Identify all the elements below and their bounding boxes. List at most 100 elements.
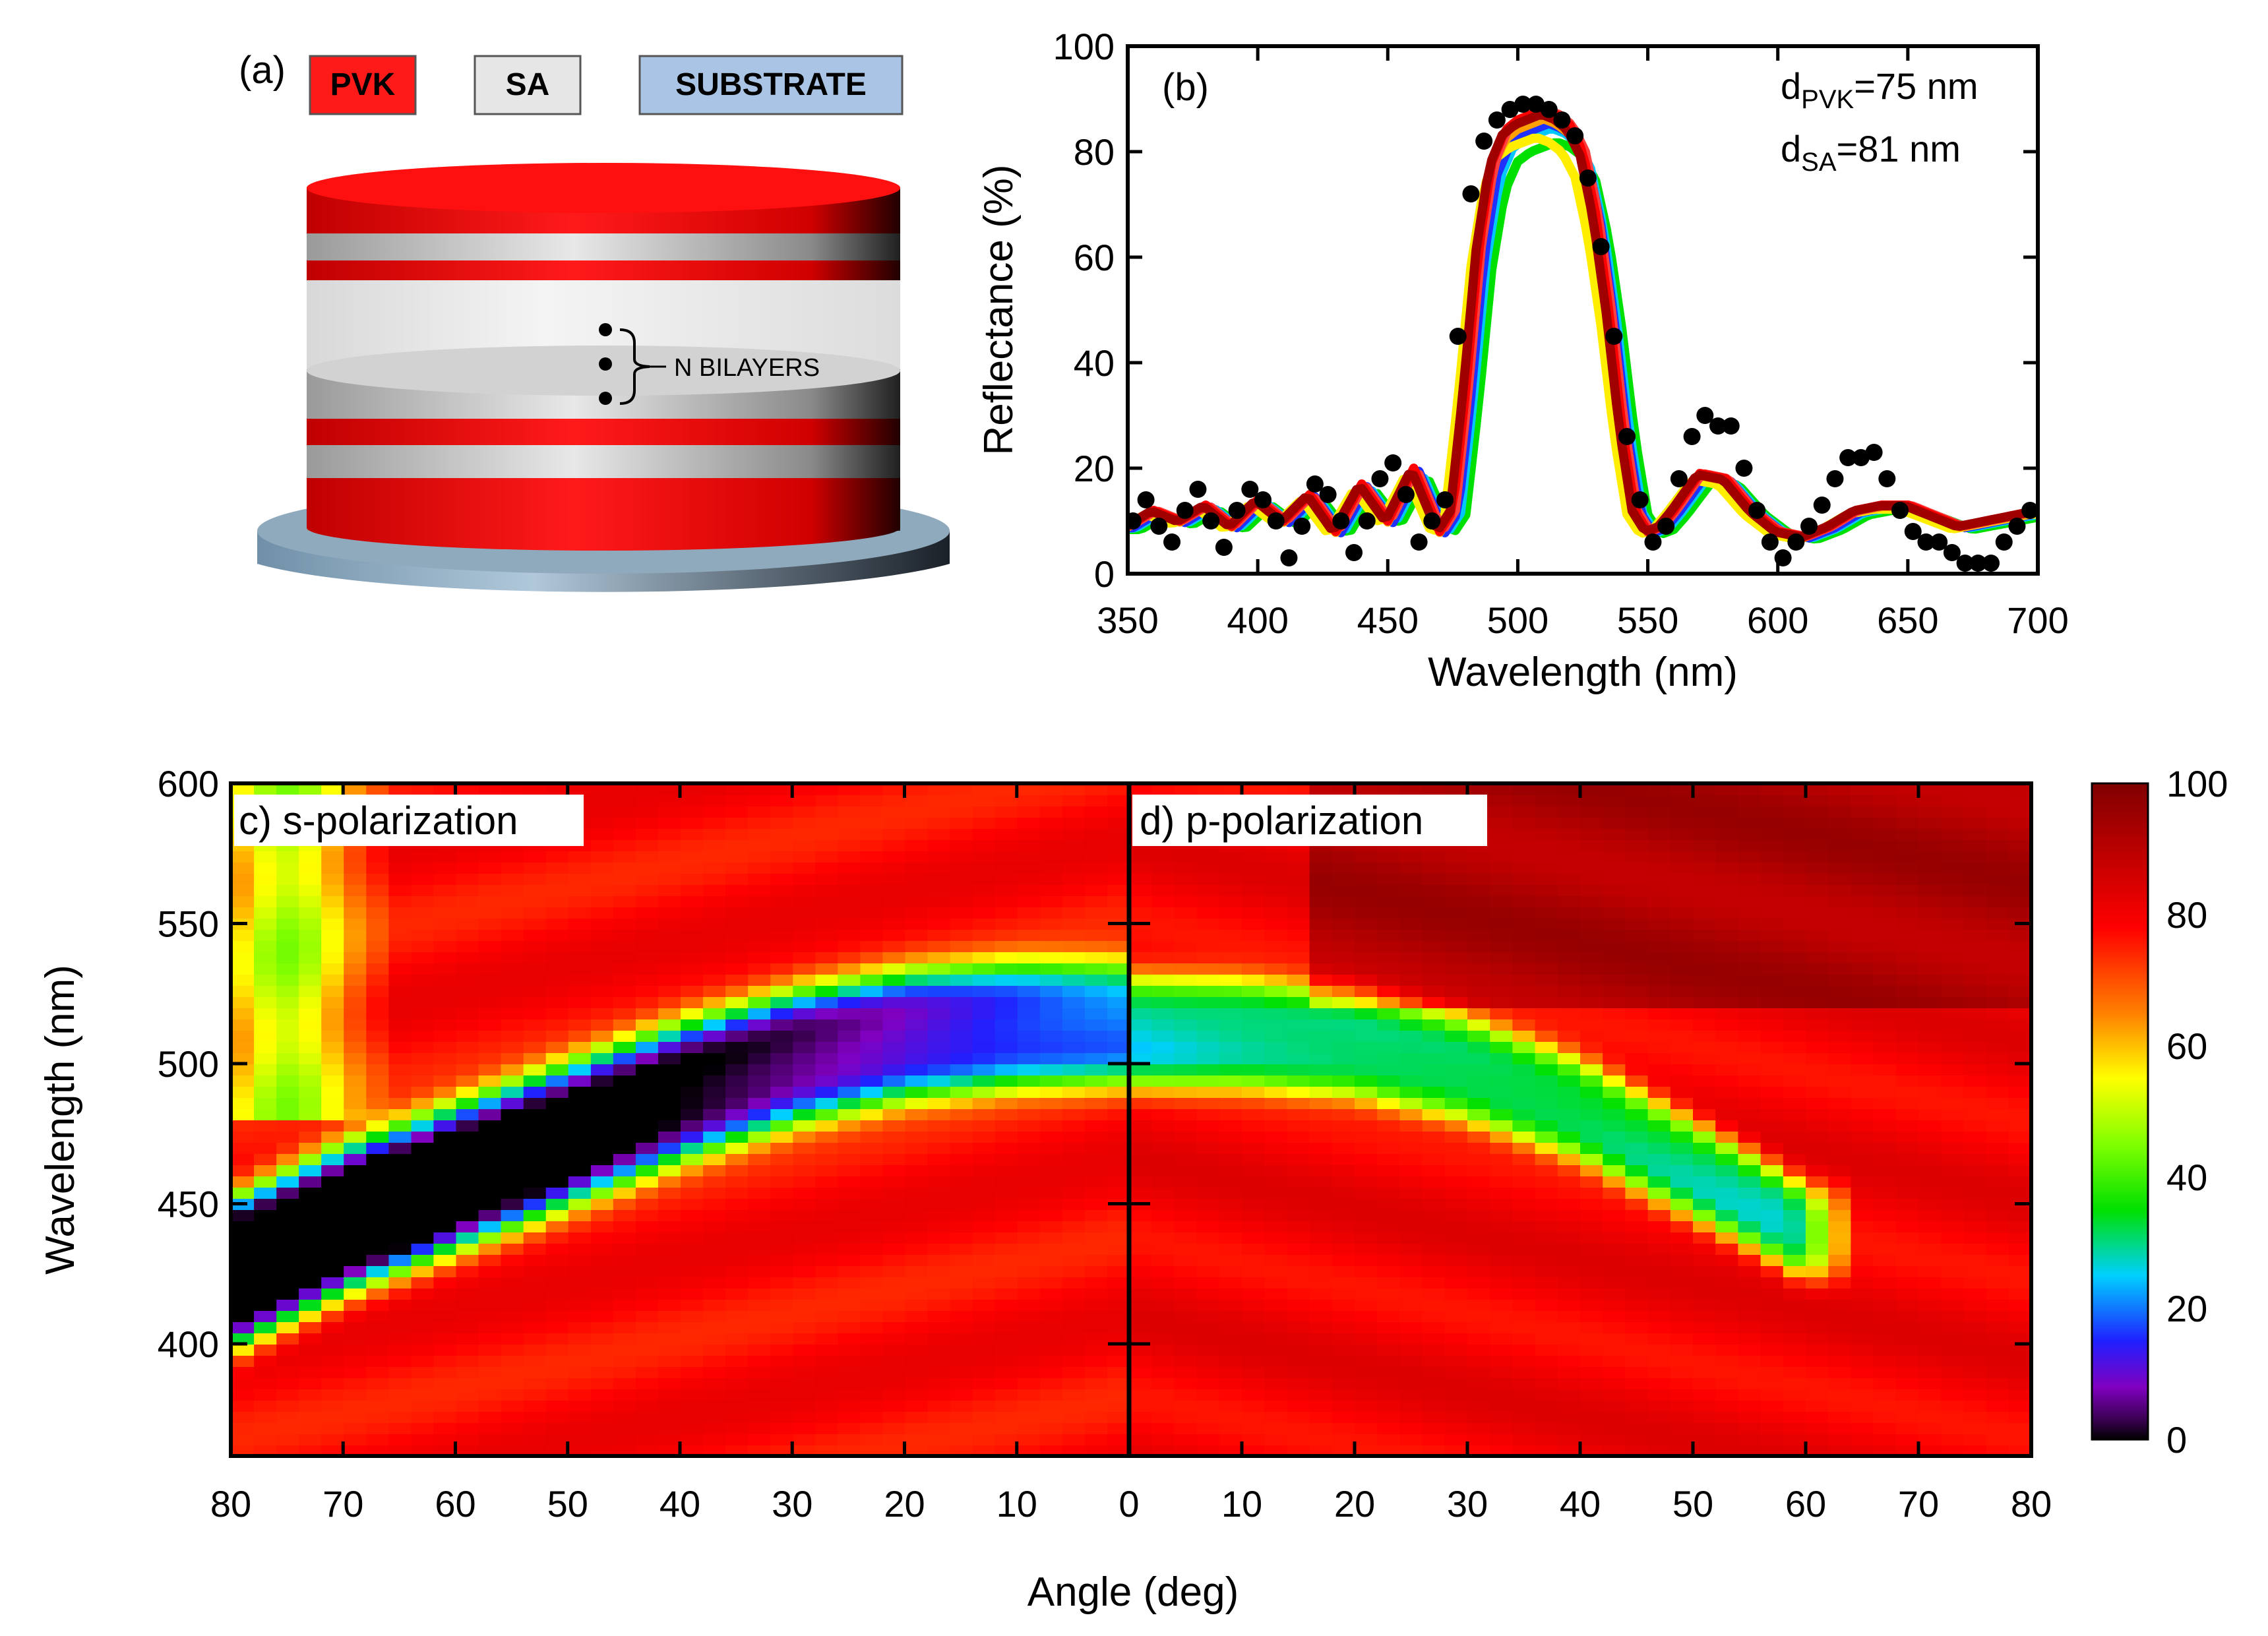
heatmap-cell-p <box>1715 952 1739 963</box>
heatmap-cell-s <box>1061 1131 1085 1143</box>
heatmap-cell-s <box>1039 1411 1062 1423</box>
heatmap-cell-s <box>657 1265 681 1277</box>
heatmap-cell-p <box>1512 895 1536 907</box>
heatmap-cell-s <box>567 918 591 930</box>
heatmap-cell-s <box>1107 1288 1130 1300</box>
heatmap-cell-p <box>1625 929 1649 941</box>
heatmap-cell-s <box>590 918 613 930</box>
heatmap-cell-p <box>1806 851 1829 863</box>
heatmap-cell-p <box>1873 1389 1897 1401</box>
heatmap-cell-p <box>1399 952 1423 963</box>
heatmap-cell-p <box>1715 1165 1739 1176</box>
heatmap-cell-p <box>1918 1366 1942 1378</box>
heatmap-cell-s <box>927 1277 950 1288</box>
heatmap-cell-s <box>747 1310 771 1322</box>
heatmap-cell-p <box>1603 795 1626 806</box>
heatmap-cell-s <box>276 1041 299 1053</box>
heatmap-cell-p <box>1196 1120 1220 1132</box>
heatmap-cell-p <box>1332 1344 1355 1356</box>
heatmap-cell-s <box>994 1265 1018 1277</box>
heatmap-cell-p <box>1309 1052 1333 1064</box>
heatmap-cell-p <box>1738 918 1762 930</box>
heatmap-cell-s <box>231 1097 255 1109</box>
heatmap-cell-s <box>814 783 838 795</box>
heatmap-cell-p <box>1760 1422 1784 1434</box>
heatmap-cell-p <box>1422 1064 1446 1076</box>
heatmap-cell-p <box>1625 1097 1649 1109</box>
heatmap-cell-p <box>1377 929 1401 941</box>
heatmap-cell-s <box>1061 1086 1085 1098</box>
heatmap-cell-s <box>231 1075 255 1087</box>
heatmap-cell-p <box>1332 1243 1355 1255</box>
heatmap-cell-p <box>1715 1277 1739 1288</box>
heatmap-cell-s <box>1107 1008 1130 1019</box>
heatmap-cell-p <box>1264 1097 1288 1109</box>
heatmap-cell-p <box>1941 1310 1965 1322</box>
heatmap-cell-s <box>994 907 1018 919</box>
heatmap-cell-s <box>477 1187 501 1199</box>
heatmap-cell-s <box>522 963 546 975</box>
heatmap-cell-p <box>1603 873 1626 885</box>
heatmap-cell-p <box>1603 828 1626 840</box>
heatmap-cell-p <box>1670 862 1694 874</box>
heatmap-cell-s <box>321 1008 344 1019</box>
heatmap-cell-p <box>1332 1165 1355 1176</box>
heatmap-cell-s <box>792 1097 816 1109</box>
heatmap-cell-p <box>1129 1333 1153 1345</box>
heatmap-cell-s <box>927 1299 950 1311</box>
heatmap-cell-p <box>1399 1389 1423 1401</box>
heatmap-cell-p <box>1715 1333 1739 1345</box>
heatmap-cell-s <box>882 1041 905 1053</box>
heatmap-cell-s <box>971 1041 995 1053</box>
heatmap-cell-p <box>1129 974 1153 986</box>
heatmap-cell-p <box>1738 884 1762 896</box>
heatmap-cell-s <box>792 839 816 851</box>
measured-point <box>1384 454 1402 471</box>
heatmap-cell-p <box>1670 1142 1694 1154</box>
heatmap-cell-p <box>1670 1008 1694 1019</box>
heatmap-cell-p <box>1647 1254 1671 1266</box>
heatmap-cell-s <box>298 1176 322 1188</box>
heatmap-cell-p <box>1287 963 1310 975</box>
heatmap-cell-p <box>1490 974 1514 986</box>
heatmap-cell-p <box>1422 1277 1446 1288</box>
heatmap-cell-s <box>298 1288 322 1300</box>
heatmap-cell-p <box>1264 1176 1288 1188</box>
heatmap-cell-s <box>365 1142 389 1154</box>
heatmap-cell-p <box>1490 895 1514 907</box>
heatmap-cell-p <box>1738 873 1762 885</box>
heatmap-cell-s <box>770 952 793 963</box>
heatmap-cell-s <box>567 1153 591 1165</box>
heatmap-cell-s <box>904 1355 928 1367</box>
heatmap-cell-s <box>321 1153 344 1165</box>
heatmap-cell-p <box>1557 1221 1581 1232</box>
heatmap-cell-s <box>634 1277 658 1288</box>
heatmap-cell-s <box>522 1299 546 1311</box>
heatmap-cell-p <box>1377 1299 1401 1311</box>
heatmap-cell-s <box>410 1052 434 1064</box>
heatmap-cell-p <box>1467 1019 1491 1031</box>
heatmap-cell-s <box>994 1277 1018 1288</box>
heatmap-cell-s <box>388 895 412 907</box>
y-tick-label-b: 80 <box>1074 131 1115 173</box>
x-tick-label-c: 20 <box>884 1483 925 1525</box>
heatmap-cell-p <box>1151 1434 1175 1445</box>
heatmap-cell-p <box>1603 1097 1626 1109</box>
heatmap-cell-s <box>433 1344 456 1356</box>
heatmap-cell-s <box>814 1221 838 1232</box>
heatmap-cell-p <box>1535 952 1558 963</box>
heatmap-cell-s <box>882 1030 905 1042</box>
heatmap-cell-p <box>1399 1198 1423 1210</box>
heatmap-cell-p <box>1355 907 1378 919</box>
heatmap-cell-s <box>725 996 749 1008</box>
heatmap-cell-s <box>455 1030 479 1042</box>
heatmap-cell-s <box>500 783 524 795</box>
panel-a-label: (a) <box>239 49 286 92</box>
heatmap-cell-p <box>1580 1108 1604 1120</box>
heatmap-cell-s <box>904 1030 928 1042</box>
heatmap-cell-p <box>1760 907 1784 919</box>
heatmap-cell-s <box>410 974 434 986</box>
heatmap-cell-p <box>1219 1153 1242 1165</box>
heatmap-cell-s <box>321 974 344 986</box>
heatmap-cell-p <box>1738 1288 1762 1300</box>
